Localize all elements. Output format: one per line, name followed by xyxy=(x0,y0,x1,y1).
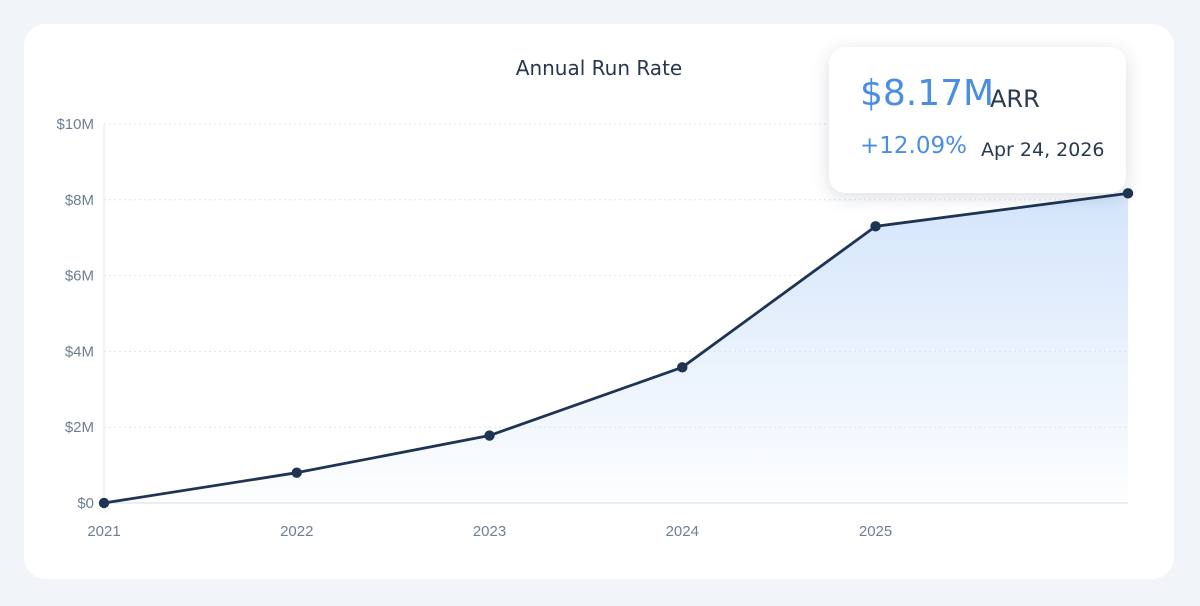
data-point xyxy=(98,497,110,509)
y-tick-label: $2M xyxy=(65,419,94,436)
x-tick-label: 2025 xyxy=(859,523,892,540)
tooltip-unit: ARR xyxy=(990,85,1040,113)
tooltip-change: +12.09% xyxy=(860,133,967,159)
data-point[interactable] xyxy=(1122,188,1134,199)
data-point xyxy=(870,221,881,232)
data-points xyxy=(98,188,1134,509)
area-path xyxy=(104,193,1128,503)
axes xyxy=(103,124,1128,504)
tooltip-value: $8.17M xyxy=(860,73,995,114)
data-point xyxy=(677,362,688,373)
x-tick-label: 2022 xyxy=(280,523,313,540)
y-axis-ticks: $0 $2M $4M $6M $8M $10M xyxy=(56,116,94,512)
y-tick-label: $4M xyxy=(65,343,94,360)
area-fill xyxy=(104,193,1128,503)
x-tick-label: 2021 xyxy=(87,523,120,540)
x-tick-label: 2023 xyxy=(473,523,506,540)
value-tooltip: $8.17M ARR +12.09% Apr 24, 2026 xyxy=(829,47,1126,193)
tooltip-date: Apr 24, 2026 xyxy=(981,139,1105,161)
y-tick-label: $6M xyxy=(65,268,94,285)
y-tick-label: $10M xyxy=(56,116,94,133)
series-line xyxy=(102,191,1130,505)
series-polyline xyxy=(102,191,1130,505)
x-tick-label: 2024 xyxy=(666,523,699,540)
data-point xyxy=(484,430,495,441)
chart-title: Annual Run Rate xyxy=(516,56,682,80)
y-tick-label: $0 xyxy=(77,495,94,512)
x-axis-ticks: 2021 2022 2023 2024 2025 xyxy=(87,523,892,540)
y-tick-label: $8M xyxy=(65,192,94,209)
data-point xyxy=(291,467,302,478)
